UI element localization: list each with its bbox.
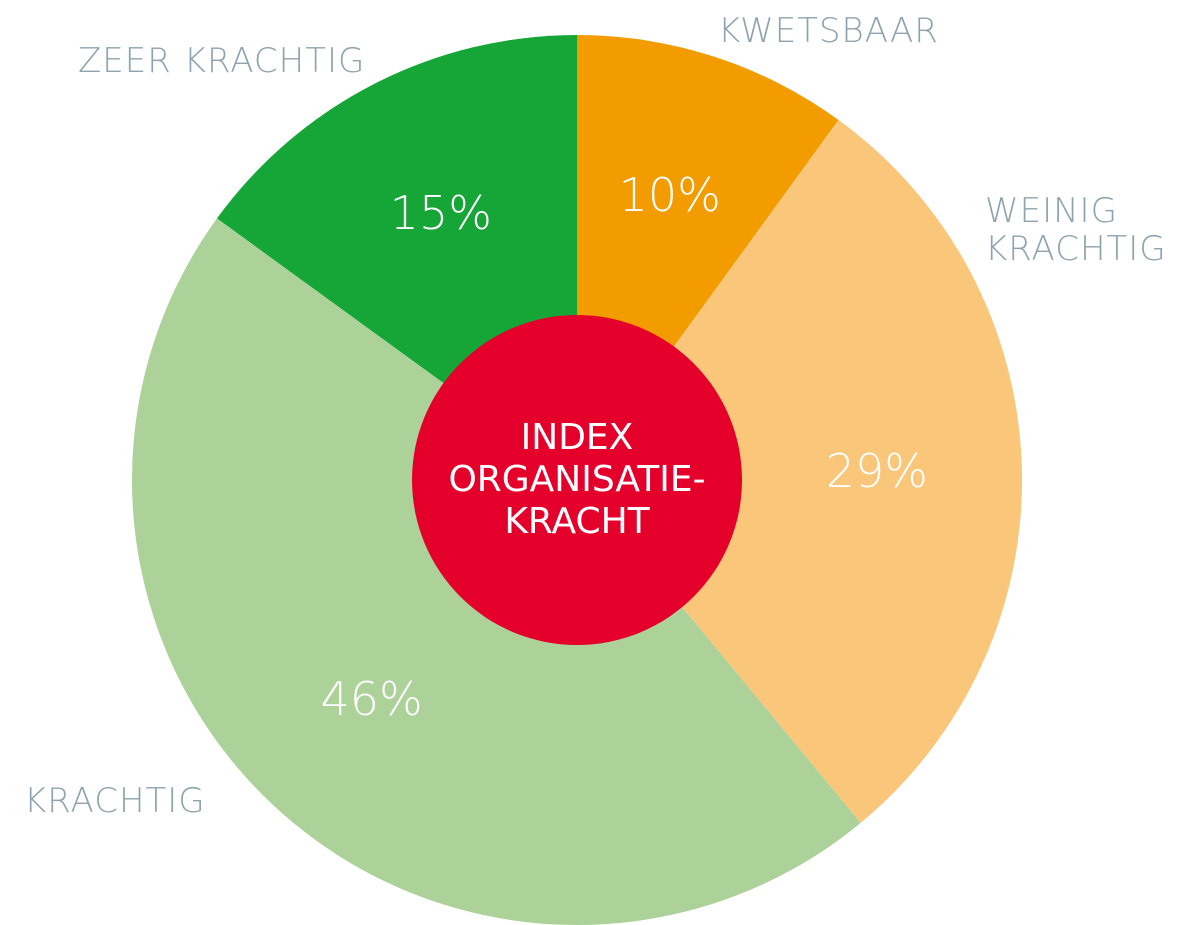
value-label: 10%	[618, 167, 721, 222]
center-circle	[412, 315, 742, 645]
value-label: 15%	[389, 185, 492, 240]
center-label: INDEX ORGANISATIE- KRACHT	[412, 315, 742, 645]
center-line: INDEX	[520, 417, 634, 458]
category-label: KWETSBAAR	[718, 11, 939, 51]
center-line: KRACHT	[504, 501, 650, 542]
category-label: ZEER KRACHTIG	[78, 41, 366, 81]
category-label: KRACHTIG	[24, 781, 206, 821]
category-label: WEINIG KRACHTIG	[985, 191, 1167, 269]
value-label: 29%	[825, 443, 928, 498]
center-line: ORGANISATIE-	[448, 459, 706, 500]
value-label: 46%	[320, 671, 423, 726]
wedge	[577, 119, 1022, 823]
